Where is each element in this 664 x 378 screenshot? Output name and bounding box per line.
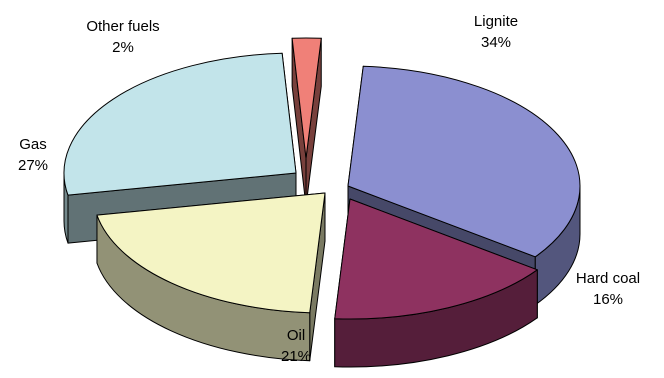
slice-percent-label: 16% xyxy=(593,291,623,308)
slice-category-label: Gas xyxy=(19,136,47,153)
slice-percent-label: 21% xyxy=(281,348,311,365)
slice-category-label: Lignite xyxy=(474,13,518,30)
pie-slices xyxy=(63,37,581,368)
pie-slice-top-face xyxy=(63,52,297,196)
pie-slice-hard-coal xyxy=(334,198,538,368)
pie-slice-top-face xyxy=(291,37,322,159)
pie-slice-other-fuels xyxy=(291,37,322,207)
slice-category-label: Oil xyxy=(287,327,305,344)
slice-label-other-fuels: Other fuels 2% xyxy=(86,18,159,56)
slice-category-label: Hard coal xyxy=(576,270,640,287)
pie-slice-oil xyxy=(96,192,326,362)
slice-label-oil: Oil 21% xyxy=(281,327,311,365)
slice-category-label: Other fuels xyxy=(86,18,159,35)
slice-percent-label: 34% xyxy=(481,34,511,51)
pie-labels: Lignite 34% Hard coal 16% Oil 21% Gas 27% Other … xyxy=(18,13,640,365)
pie-slice-top-face xyxy=(96,192,326,314)
slice-percent-label: 27% xyxy=(18,157,48,174)
slice-label-gas: Gas 27% xyxy=(18,136,48,174)
pie-slice-top-face xyxy=(347,65,581,258)
slice-percent-label: 2% xyxy=(112,39,134,56)
slice-label-lignite: Lignite 34% xyxy=(474,13,518,51)
slice-label-hard-coal: Hard coal 16% xyxy=(576,270,640,308)
pie-slice-top-face xyxy=(334,198,538,320)
